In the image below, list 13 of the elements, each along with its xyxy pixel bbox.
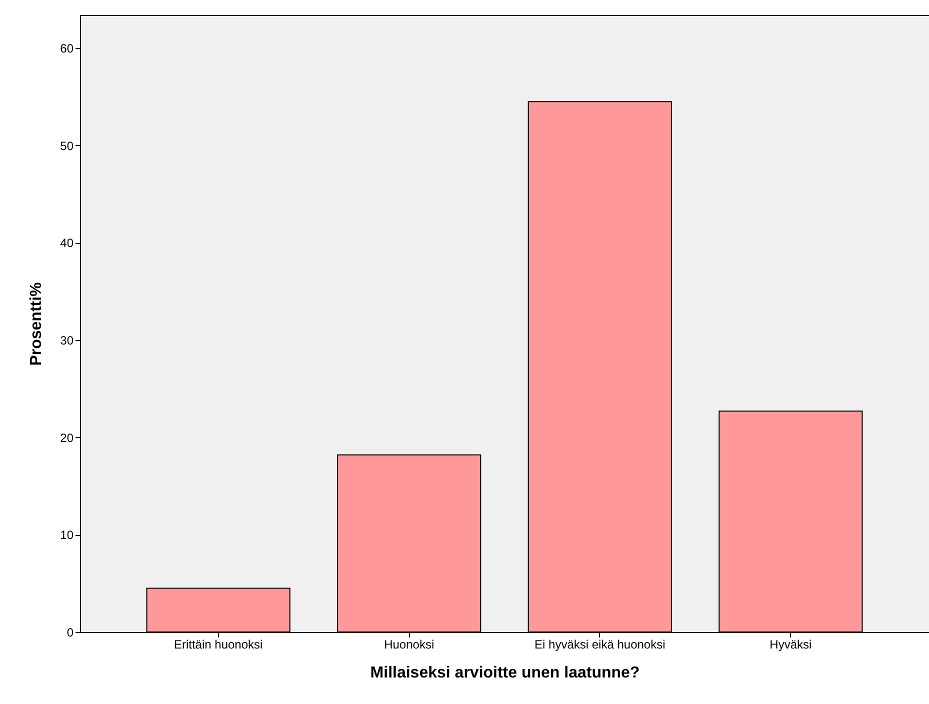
y-tick-label: 60 bbox=[60, 42, 74, 56]
x-tick-label: Hyväksi bbox=[770, 638, 812, 652]
y-tick-label: 20 bbox=[60, 430, 74, 445]
y-tick-label: 10 bbox=[60, 528, 74, 542]
y-tick-label: 50 bbox=[60, 138, 74, 153]
x-tick-label: Huonoksi bbox=[384, 638, 434, 652]
x-tick-label: Ei hyväksi eikä huonoksi bbox=[534, 638, 666, 652]
y-tick-label: 0 bbox=[66, 626, 74, 640]
y-axis-title: Prosentti% bbox=[28, 282, 46, 366]
x-tick-label: Erittäin huonoksi bbox=[174, 638, 263, 652]
y-tick-label: 40 bbox=[60, 236, 74, 250]
x-axis-title: Millaiseksi arvioitte unen laatunne? bbox=[370, 664, 640, 682]
y-tick-label: 30 bbox=[60, 334, 74, 348]
